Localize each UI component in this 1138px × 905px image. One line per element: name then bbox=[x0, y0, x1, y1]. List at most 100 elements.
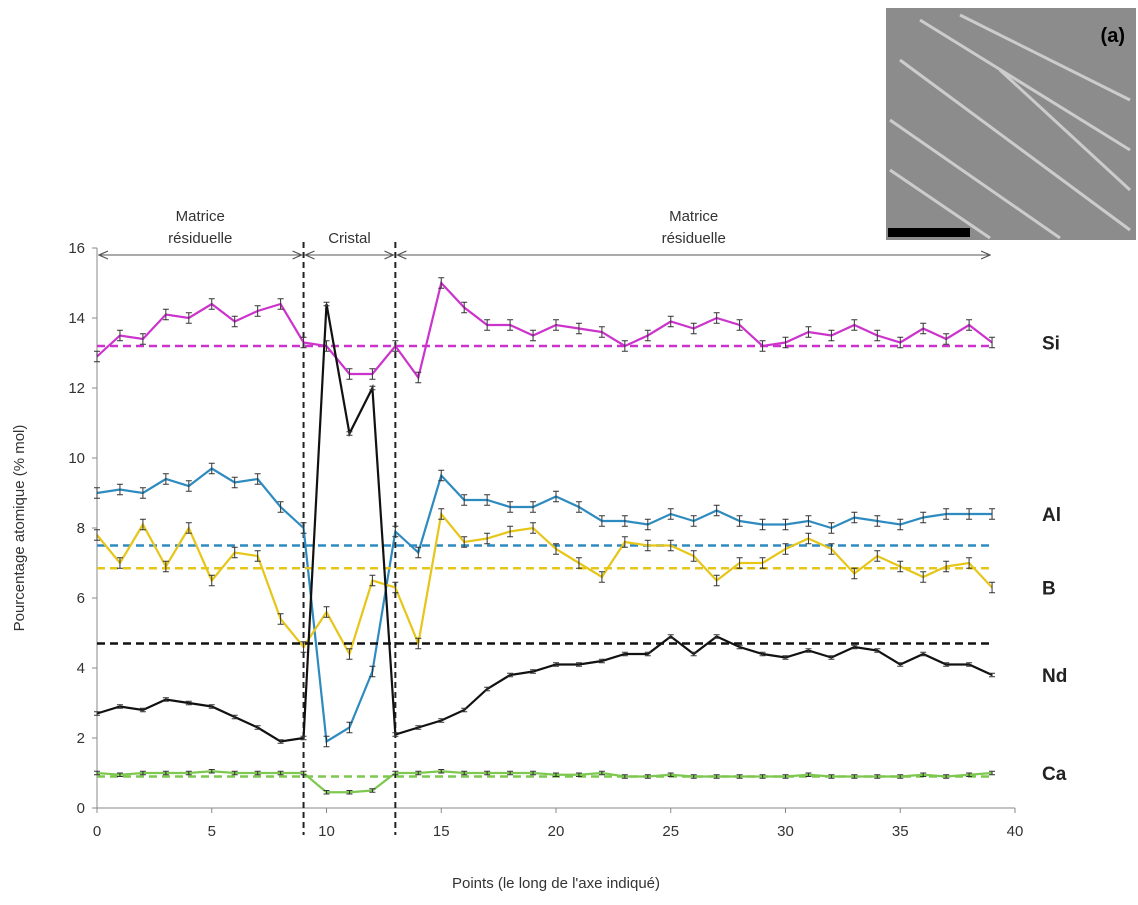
error-bar bbox=[530, 329, 537, 342]
error-bar bbox=[989, 770, 996, 776]
error-bar bbox=[575, 501, 582, 513]
error-bar bbox=[644, 518, 651, 531]
error-bar bbox=[759, 557, 766, 569]
error-bar bbox=[231, 546, 238, 559]
error-bar bbox=[667, 539, 674, 552]
error-bar bbox=[369, 665, 376, 678]
y-tick-label: 4 bbox=[77, 660, 85, 677]
error-bar bbox=[874, 329, 881, 342]
inset-scale-bar bbox=[888, 228, 970, 237]
error-bar bbox=[713, 774, 720, 779]
error-bar bbox=[644, 329, 651, 342]
error-bar bbox=[553, 543, 559, 555]
y-tick-label: 16 bbox=[68, 240, 85, 257]
x-tick-label: 0 bbox=[93, 823, 101, 840]
error-bar bbox=[507, 501, 514, 513]
error-bar bbox=[208, 462, 215, 475]
error-bar bbox=[598, 571, 605, 583]
error-bar bbox=[300, 336, 307, 349]
error-bar bbox=[461, 494, 468, 506]
error-bar bbox=[369, 368, 376, 380]
series-line bbox=[96, 770, 993, 794]
y-tick-label: 10 bbox=[68, 450, 85, 467]
error-bar bbox=[920, 772, 927, 777]
error-bar bbox=[507, 672, 514, 678]
error-bar bbox=[323, 301, 330, 307]
error-bar bbox=[392, 581, 399, 594]
error-bar bbox=[392, 340, 399, 352]
region-label: Matrice résiduelle bbox=[168, 208, 232, 247]
error-bar bbox=[162, 697, 169, 702]
error-bar bbox=[828, 774, 835, 779]
error-bar bbox=[644, 539, 651, 552]
error-bar bbox=[828, 655, 835, 660]
error-bar bbox=[897, 662, 904, 667]
error-bar bbox=[185, 522, 192, 534]
error-bar bbox=[782, 543, 789, 555]
error-bar bbox=[667, 634, 674, 639]
error-bar bbox=[782, 655, 789, 660]
error-bar bbox=[94, 711, 100, 716]
error-bar bbox=[782, 336, 789, 349]
x-tick-label: 40 bbox=[1007, 823, 1024, 840]
error-bar bbox=[621, 774, 628, 779]
series-label: Si bbox=[1042, 334, 1060, 355]
error-bar bbox=[736, 557, 743, 569]
error-bar bbox=[736, 515, 743, 527]
error-bar bbox=[277, 739, 284, 744]
error-bar bbox=[690, 550, 697, 562]
error-bar bbox=[805, 532, 812, 545]
error-bar bbox=[461, 301, 468, 314]
error-bar bbox=[392, 770, 399, 776]
error-bar bbox=[667, 315, 674, 328]
error-bar bbox=[438, 769, 445, 774]
error-bar bbox=[254, 725, 261, 730]
error-bar bbox=[759, 774, 766, 779]
error-bar bbox=[598, 515, 605, 527]
error-bar bbox=[415, 770, 422, 776]
error-bar bbox=[300, 770, 307, 776]
error-bar bbox=[553, 772, 559, 777]
error-bar bbox=[208, 298, 215, 310]
error-bar bbox=[323, 735, 330, 748]
error-bar bbox=[369, 788, 376, 793]
error-bar bbox=[415, 546, 422, 559]
error-bar bbox=[139, 707, 146, 713]
error-bar bbox=[346, 431, 353, 436]
error-bar bbox=[346, 721, 353, 734]
error-bar bbox=[644, 774, 651, 779]
x-tick-label: 20 bbox=[548, 823, 565, 840]
x-tick-label: 10 bbox=[318, 823, 335, 840]
error-bar bbox=[139, 518, 146, 531]
error-bar bbox=[438, 508, 445, 520]
error-bar bbox=[874, 515, 881, 527]
error-bar bbox=[828, 543, 835, 555]
error-bar bbox=[598, 770, 605, 776]
error-bar bbox=[116, 557, 123, 569]
y-tick-label: 14 bbox=[68, 310, 85, 327]
error-bar bbox=[415, 371, 422, 384]
series-label: Ca bbox=[1042, 764, 1067, 785]
error-bar bbox=[575, 662, 582, 667]
error-bar bbox=[530, 669, 537, 674]
error-bar bbox=[300, 641, 307, 653]
error-bar bbox=[162, 308, 169, 321]
error-bar bbox=[369, 385, 376, 391]
error-bar bbox=[208, 769, 215, 774]
error-bar bbox=[874, 774, 881, 779]
x-axis-label: Points (le long de l'axe indiqué) bbox=[452, 875, 660, 892]
error-bar bbox=[621, 515, 628, 527]
error-bar bbox=[461, 707, 468, 713]
error-bar bbox=[621, 651, 628, 657]
error-bar bbox=[346, 368, 353, 380]
region-label-line: résiduelle bbox=[168, 230, 232, 247]
error-bar bbox=[553, 662, 559, 667]
error-bar bbox=[300, 735, 307, 741]
error-bar bbox=[828, 522, 835, 534]
region-label-line: Matrice bbox=[669, 208, 718, 225]
error-bar bbox=[690, 322, 697, 335]
error-bar bbox=[598, 658, 605, 664]
error-bar bbox=[805, 772, 812, 777]
error-bar bbox=[713, 504, 720, 517]
error-bar bbox=[759, 651, 766, 657]
